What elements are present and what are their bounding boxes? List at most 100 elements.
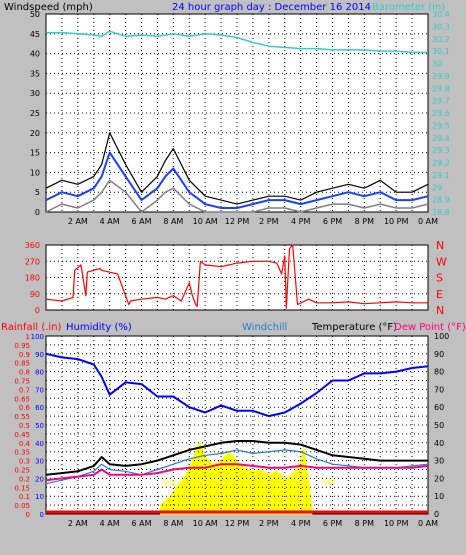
wind-direction-line	[45, 244, 428, 309]
humidity-y-tick-label: 90	[35, 351, 44, 359]
rainfall-y-tick-label: 0.4	[19, 440, 31, 448]
rainfall-y-tick-label: 0.15	[14, 484, 30, 492]
temperature-y-tick-label: 40	[434, 439, 444, 448]
temperature-grid	[46, 336, 428, 514]
compass-label: N	[436, 239, 444, 252]
temperature-y-tick-label: 20	[434, 474, 444, 483]
direction-series	[45, 244, 428, 309]
temperature-series	[45, 352, 429, 514]
rainfall-y-tick-label: 0.9	[19, 351, 30, 359]
barometer-y-tick-label: 29.5	[432, 121, 450, 130]
rainfall-y-tick-label: 0.1	[19, 493, 30, 501]
wind-y-tick-label: 50	[30, 10, 40, 19]
wind-y-tick-label: 15	[30, 149, 40, 158]
humidity-y-tick-label: 100	[31, 333, 44, 341]
wind-x-tick-label: 2 AM	[68, 217, 88, 226]
humidity-axis-title: Humidity (%)	[66, 322, 132, 333]
wind-x-tick-label: 6 PM	[323, 217, 342, 226]
wind-y-tick-label: 20	[30, 129, 40, 138]
wind-lull-line	[45, 179, 429, 213]
temperature-y-tick-label: 100	[434, 332, 449, 341]
barometer-y-tick-label: 29.9	[432, 72, 450, 81]
compass-label: S	[436, 272, 443, 285]
rainfall-y-ticks: 00.050.10.150.20.250.30.350.40.450.50.55…	[14, 333, 30, 519]
temperature-y-tick-label: 0	[434, 510, 439, 519]
wind-x-tick-label: 4 AM	[100, 217, 120, 226]
direction-y-tick-label: 0	[35, 306, 40, 315]
temperature-y-tick-label: 60	[434, 403, 444, 412]
humidity-y-tick-label: 30	[35, 458, 44, 466]
humidity-line	[45, 352, 429, 418]
sunrise-label: Sun	[162, 478, 177, 487]
wind-y-tick-label: 25	[30, 109, 40, 118]
temperature-x-tick-label: 2 PM	[259, 519, 278, 528]
wind-x-tick-label: 0 AM	[418, 217, 438, 226]
humidity-y-tick-label: 0	[40, 511, 44, 519]
wind-x-tick-label: 8 AM	[163, 217, 183, 226]
wind-x-tick-label: 2 PM	[259, 217, 278, 226]
rainfall-axis-title: Rainfall (.in)	[1, 322, 62, 333]
rainfall-y-tick-label: 0.8	[19, 369, 30, 377]
humidity-y-ticks: 0 10 20 30 40 50 60 70 80 90 100	[31, 333, 44, 519]
dewpoint-legend: Dew Point (°F)	[394, 322, 466, 333]
barometer-y-tick-label: 30.1	[432, 47, 450, 56]
rainfall-y-tick-label: 0.55	[14, 413, 30, 421]
temperature-x-tick-label: 8 AM	[163, 519, 183, 528]
temperature-y-tick-label: 80	[434, 368, 444, 377]
rainfall-y-tick-label: 0	[26, 511, 30, 519]
wind-y-tick-label: 5	[35, 188, 40, 197]
temperature-x-ticks: 2 AM 4 AM 6 AM 8 AM 10 AM 12 PM 2 PM 4 PM 6 PM 8 …	[68, 519, 438, 528]
compass-label: W	[436, 255, 447, 268]
rainfall-y-tick-label: 0.5	[19, 422, 30, 430]
rainfall-y-tick-label: 0.7	[19, 386, 30, 394]
wind-x-tick-label: 12 PM	[225, 217, 250, 226]
wind-x-tick-label: 6 AM	[131, 217, 151, 226]
wind-y-ticks: 0 5 10 15 20 25 30 35 40 45 50	[30, 10, 40, 217]
temperature-x-tick-label: 0 AM	[418, 519, 438, 528]
direction-y-tick-label: 180	[25, 274, 40, 283]
wind-y-tick-label: 35	[30, 69, 40, 78]
direction-y-tick-label: 360	[25, 241, 40, 250]
wind-x-tick-label: 4 PM	[291, 217, 310, 226]
wind-series	[45, 30, 429, 213]
wind-y-tick-label: 30	[30, 89, 40, 98]
direction-y-tick-label: 90	[30, 290, 40, 299]
barometer-y-tick-label: 29.4	[432, 134, 450, 143]
wind-y-tick-label: 10	[30, 168, 40, 177]
wind-gust-line	[45, 132, 429, 205]
temperature-x-tick-label: 12 PM	[225, 519, 250, 528]
temperature-x-tick-label: 2 AM	[68, 519, 88, 528]
humidity-y-tick-label: 80	[35, 369, 44, 377]
humidity-y-tick-label: 40	[35, 440, 44, 448]
rainfall-y-tick-label: 0.25	[14, 467, 30, 475]
direction-y-ticks: 0 90 180 270 360	[25, 241, 40, 315]
rainfall-y-tick-label: 0.85	[14, 360, 30, 368]
barometer-y-tick-label: 28.8	[432, 208, 450, 217]
temperature-x-tick-label: 10 AM	[193, 519, 218, 528]
rainfall-y-tick-label: 0.65	[14, 395, 30, 403]
humidity-y-tick-label: 60	[35, 404, 44, 412]
rainfall-y-tick-label: 0.3	[19, 458, 30, 466]
barometer-y-tick-label: 29.1	[432, 171, 450, 180]
barometer-y-tick-label: 30.3	[432, 22, 450, 31]
temperature-y-tick-label: 90	[434, 350, 444, 359]
graph-title: 24 hour graph day : December 16 2014	[172, 2, 371, 13]
temperature-legend: Temperature (°F)	[311, 322, 397, 333]
barometer-y-tick-label: 28.9	[432, 196, 450, 205]
temperature-line	[45, 440, 428, 476]
rainfall-y-tick-label: 0.6	[19, 404, 31, 412]
rainfall-y-tick-label: 0.45	[14, 431, 30, 439]
humidity-y-tick-label: 20	[35, 475, 44, 483]
temperature-x-tick-label: 6 AM	[131, 519, 151, 528]
barometer-y-tick-label: 29.3	[432, 146, 450, 155]
temperature-x-tick-label: 4 PM	[291, 519, 310, 528]
dewpoint-line	[45, 463, 429, 482]
rainfall-y-tick-label: 0.95	[14, 342, 30, 350]
barometer-y-tick-label: 29.7	[432, 97, 450, 106]
humidity-y-tick-label: 70	[35, 386, 44, 394]
compass-label: N	[436, 304, 444, 317]
temperature-y-ticks: 0 10 20 30 40 50 60 70 80 90 100	[434, 332, 449, 519]
barometer-y-tick-label: 30.4	[432, 10, 450, 19]
barometer-y-tick-label: 30	[432, 60, 442, 69]
